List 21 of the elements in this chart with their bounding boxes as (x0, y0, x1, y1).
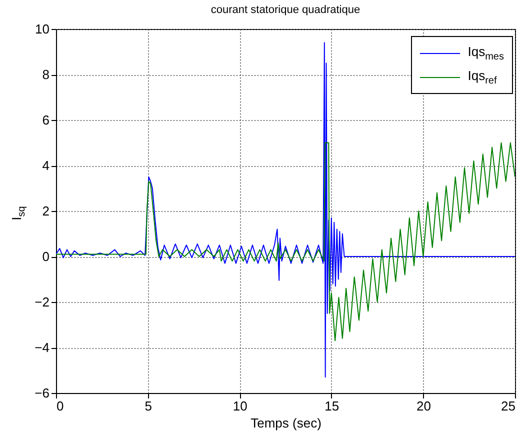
y-tick-label: 8 (42, 67, 50, 82)
y-tick-label: −6 (34, 386, 50, 400)
y-tick-label: 10 (35, 22, 50, 36)
x-tick-label: 20 (416, 398, 431, 414)
line-series (56, 142, 515, 342)
y-tick-label: 0 (42, 249, 50, 264)
chart-title: courant statorique quadratique (210, 4, 360, 16)
y-tick-label: 2 (42, 204, 50, 218)
x-tick-label: 25 (501, 398, 516, 414)
y-tick-label: 4 (42, 158, 50, 173)
y-tick-label: −2 (34, 294, 50, 310)
x-tick-label: 5 (144, 398, 152, 414)
line-series (56, 42, 515, 378)
x-tick-label: 15 (324, 398, 340, 414)
legend-label: Iqs$_{mes}$ (468, 44, 504, 62)
y-tick-label: −4 (34, 340, 50, 355)
y-tick-label: 6 (42, 112, 50, 128)
x-tick-label: 10 (232, 398, 248, 414)
legend-label: Iqs$_{ref}$ (468, 68, 497, 86)
x-tick-label: 0 (56, 398, 64, 414)
x-axis-title: Temps (sec) (250, 416, 322, 430)
